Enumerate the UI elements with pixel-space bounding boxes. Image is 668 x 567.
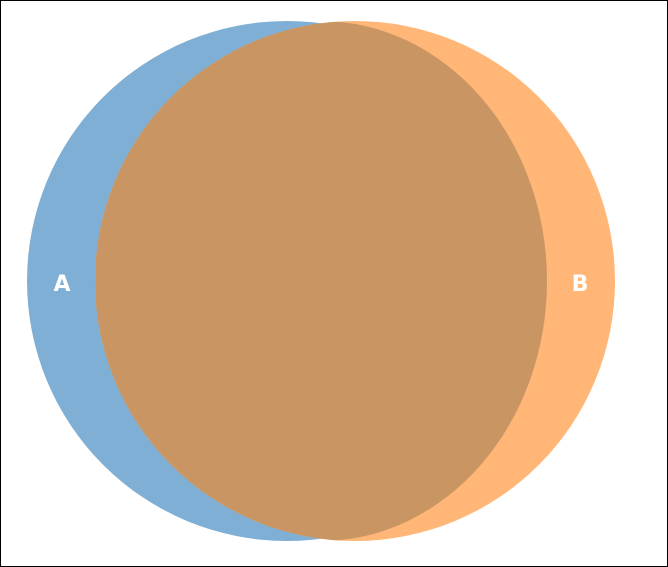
set-b-label: B	[572, 272, 589, 297]
intersection-region	[95, 21, 547, 541]
set-a-label: A	[53, 272, 70, 297]
